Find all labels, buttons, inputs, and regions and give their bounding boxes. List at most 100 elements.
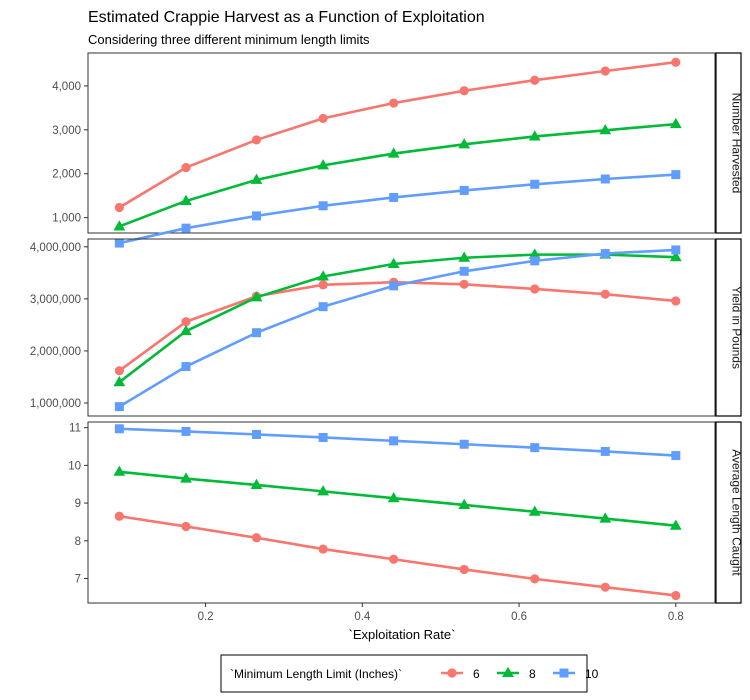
y-tick-label: 4,000 bbox=[52, 81, 81, 93]
series-10 bbox=[114, 245, 681, 412]
panels: Number Harvested 1,000 2,000 3,000 4,000 Yiel… bbox=[30, 52, 744, 623]
data-point bbox=[387, 147, 400, 158]
x-tick-label: 0.4 bbox=[354, 611, 371, 623]
series-line bbox=[118, 248, 676, 408]
data-point bbox=[252, 429, 262, 439]
data-point bbox=[459, 86, 469, 96]
data-point bbox=[181, 426, 191, 436]
data-point bbox=[530, 256, 540, 266]
legend-item-10: 10 bbox=[553, 667, 599, 681]
data-point bbox=[599, 512, 612, 523]
data-point bbox=[600, 249, 610, 259]
data-point bbox=[669, 251, 682, 262]
series-10 bbox=[114, 170, 681, 248]
legend-label: 8 bbox=[529, 667, 536, 681]
data-point bbox=[114, 511, 124, 521]
data-point bbox=[114, 424, 124, 434]
facet-strip-label: Number Harvested bbox=[730, 93, 744, 194]
data-point bbox=[600, 66, 610, 76]
data-point bbox=[251, 135, 262, 145]
data-point bbox=[600, 289, 610, 299]
data-point bbox=[114, 238, 124, 248]
panel-border bbox=[87, 52, 716, 234]
data-point bbox=[180, 324, 192, 336]
data-point bbox=[458, 251, 471, 262]
data-point bbox=[600, 174, 610, 184]
series-6 bbox=[114, 57, 681, 213]
y-tick-label: 2,000 bbox=[52, 169, 81, 181]
data-point bbox=[671, 451, 681, 461]
legend-item-8: 8 bbox=[497, 666, 536, 681]
data-point bbox=[600, 446, 610, 456]
chart-subtitle: Considering three different minimum leng… bbox=[88, 32, 370, 47]
data-point bbox=[599, 124, 612, 135]
legend-label: 10 bbox=[585, 667, 599, 681]
legend: `Minimum Length Limit (Inches)` 6 8 10 bbox=[220, 654, 599, 693]
x-axis: 0.2 0.4 0.6 0.8 bbox=[198, 603, 684, 623]
y-tick-label: 1,000,000 bbox=[30, 398, 81, 410]
legend-label: 6 bbox=[473, 667, 480, 681]
data-point bbox=[250, 291, 263, 302]
data-point bbox=[458, 138, 471, 149]
data-point bbox=[459, 266, 469, 276]
legend-item-6: 6 bbox=[441, 667, 480, 681]
data-point bbox=[114, 402, 124, 412]
x-tick-label: 0.2 bbox=[198, 611, 214, 623]
y-tick-label: 3,000,000 bbox=[30, 294, 81, 306]
data-point bbox=[458, 498, 471, 509]
y-tick-label: 8 bbox=[75, 536, 81, 548]
series-line bbox=[119, 470, 676, 527]
series-line bbox=[118, 122, 676, 228]
series-6 bbox=[114, 511, 681, 601]
data-point bbox=[318, 280, 328, 290]
x-tick-label: 0.8 bbox=[668, 611, 684, 623]
series-8 bbox=[113, 117, 682, 231]
data-point bbox=[530, 574, 540, 584]
data-point bbox=[318, 113, 328, 124]
facet-strip bbox=[715, 421, 742, 604]
data-point bbox=[317, 159, 330, 170]
y-tick-label: 7 bbox=[75, 573, 81, 585]
data-point bbox=[252, 211, 262, 221]
y-tick-label: 11 bbox=[69, 423, 81, 435]
data-point bbox=[530, 443, 540, 453]
data-point bbox=[113, 465, 126, 476]
chart-title: Estimated Crappie Harvest as a Function … bbox=[88, 9, 485, 26]
data-point bbox=[389, 192, 399, 202]
facet-strip-label: Average Length Caught bbox=[730, 449, 744, 576]
data-point bbox=[114, 202, 124, 213]
data-point bbox=[113, 220, 126, 231]
legend-key-marker bbox=[447, 668, 457, 678]
panel-border bbox=[87, 238, 716, 417]
data-point bbox=[530, 179, 540, 189]
data-point bbox=[389, 554, 399, 564]
series-8 bbox=[113, 465, 682, 530]
data-point bbox=[671, 57, 681, 67]
y-tick-label: 10 bbox=[68, 460, 81, 472]
data-point bbox=[671, 245, 681, 255]
data-point bbox=[528, 248, 541, 259]
series-line bbox=[118, 253, 676, 384]
data-point bbox=[387, 257, 400, 269]
data-point bbox=[671, 170, 681, 180]
legend-key-marker bbox=[559, 668, 569, 678]
data-point bbox=[113, 375, 126, 387]
data-point bbox=[528, 130, 541, 141]
data-point bbox=[318, 302, 328, 312]
data-point bbox=[181, 162, 191, 173]
data-point bbox=[389, 436, 399, 446]
series-line bbox=[119, 514, 676, 597]
data-point bbox=[317, 270, 330, 281]
data-point bbox=[530, 284, 540, 294]
data-point bbox=[181, 317, 191, 327]
facet-strip bbox=[715, 52, 742, 234]
data-point bbox=[180, 194, 192, 205]
data-point bbox=[389, 98, 399, 108]
data-point bbox=[318, 201, 328, 211]
data-point bbox=[600, 582, 610, 592]
data-point bbox=[459, 439, 469, 449]
data-point bbox=[251, 533, 262, 543]
y-tick-label: 1,000 bbox=[52, 213, 81, 225]
